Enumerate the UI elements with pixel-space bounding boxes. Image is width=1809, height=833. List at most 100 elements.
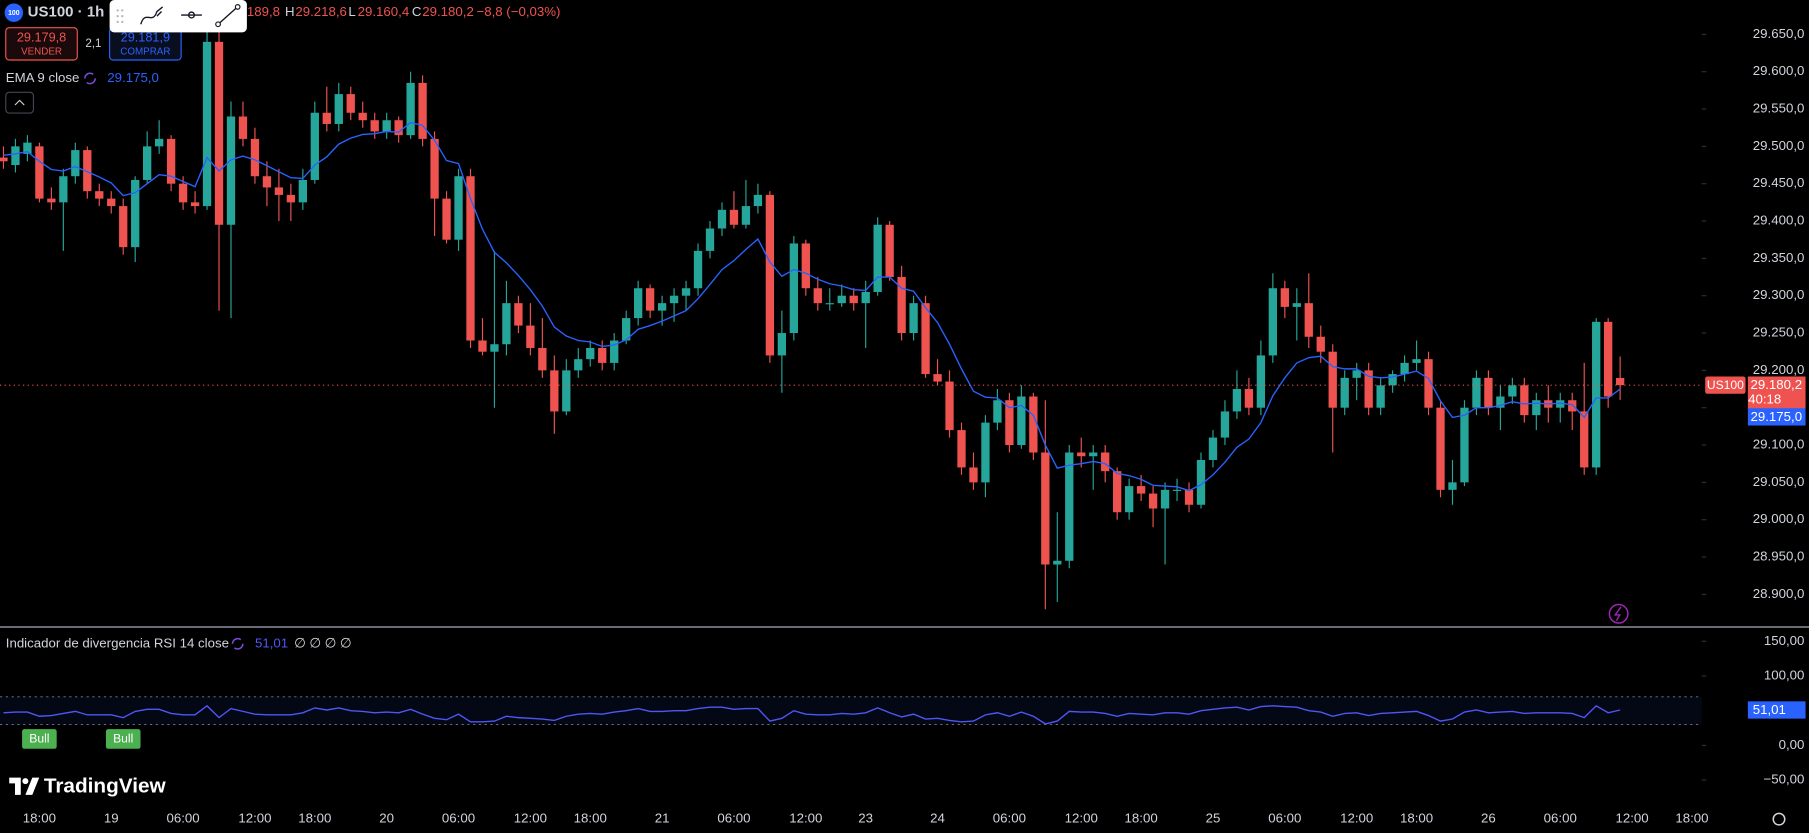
high-key: H — [285, 4, 295, 19]
tool-trend-line[interactable] — [216, 5, 240, 26]
candle-body — [166, 138, 176, 184]
candle-body — [1065, 452, 1074, 561]
candle-body — [202, 41, 212, 207]
sell-box[interactable] — [5, 27, 78, 61]
ema-legend-name[interactable]: EMA 9 close — [6, 70, 80, 85]
candle-body — [298, 179, 307, 203]
candle-body — [1280, 288, 1289, 307]
price-tag: 29.180,2 — [1750, 377, 1802, 392]
signal-label: Bull — [113, 732, 133, 746]
candle-body — [95, 191, 104, 199]
candle-body — [1304, 303, 1313, 337]
candle-body — [1568, 400, 1577, 412]
candle-body — [873, 224, 882, 292]
candle-body — [107, 198, 116, 207]
candle-body — [909, 303, 918, 334]
y-tick-label: 29.300,0 — [1753, 287, 1805, 302]
symbol-icon — [4, 3, 24, 22]
open-value: 189,8 — [247, 4, 280, 19]
rsi-tag-bg — [1747, 701, 1806, 719]
candle-body — [813, 288, 822, 304]
candle-body — [0, 157, 8, 162]
candle-body — [669, 295, 679, 304]
symbol-header[interactable]: US100 · 1h · — [28, 4, 114, 21]
x-tick-label: 18:00 — [298, 811, 331, 826]
candle-body — [610, 340, 619, 363]
tool-brush[interactable] — [140, 6, 164, 25]
candle-body — [154, 138, 164, 147]
candle-body — [1592, 321, 1601, 468]
candle-body — [1448, 482, 1457, 490]
candle-body — [981, 422, 990, 483]
sell-label[interactable]: VENDER — [21, 47, 62, 58]
buy-button[interactable]: 29.181,9 COMPRAR — [109, 27, 182, 61]
toolbar-grip[interactable] — [116, 9, 124, 24]
candle-body — [430, 138, 439, 199]
candle-body — [1316, 336, 1325, 352]
x-tick-label: 06:00 — [442, 811, 475, 826]
candle-body — [1148, 493, 1158, 509]
candle-body — [418, 82, 427, 139]
candle-body — [119, 206, 128, 248]
ema-icon — [84, 72, 96, 85]
candle-body — [274, 187, 284, 195]
x-tick-label: 12:00 — [1340, 811, 1373, 826]
candle-body — [358, 112, 367, 121]
x-tick-label: 18:00 — [1125, 811, 1158, 826]
candle-body — [322, 112, 331, 124]
candle-body — [1460, 407, 1469, 483]
candle-body — [1113, 471, 1122, 513]
candle-body — [1400, 362, 1409, 375]
collapse-button[interactable] — [5, 91, 35, 114]
alert-icon[interactable] — [1608, 603, 1629, 624]
x-tick-label: 12:00 — [789, 811, 822, 826]
x-tick-label: 21 — [655, 811, 670, 826]
buy-label[interactable]: COMPRAR — [120, 47, 170, 58]
rsi-legend-name[interactable]: Indicador de divergencia RSI 14 close — [6, 635, 229, 650]
signal-bg — [105, 729, 141, 749]
x-tick-label: 25 — [1206, 811, 1221, 826]
candle-body — [1232, 389, 1242, 412]
x-tick-label: 20 — [379, 811, 394, 826]
sell-price[interactable]: 29.179,8 — [17, 30, 66, 44]
tool-horizontal-line[interactable] — [181, 11, 202, 19]
x-tick-label: 06:00 — [717, 811, 750, 826]
y-tick-label: −50,00 — [1763, 772, 1804, 787]
candle-body — [1328, 351, 1337, 408]
logo: TradingView — [9, 774, 167, 797]
x-tick-label: 12:00 — [514, 811, 547, 826]
y-tick-label: 29.650,0 — [1753, 26, 1805, 41]
candle-body — [190, 202, 200, 207]
candle-body — [957, 430, 966, 468]
candle-body — [214, 41, 224, 225]
candle-body — [1364, 370, 1373, 408]
candle-body — [35, 146, 44, 199]
low-value: 29.160,4 — [358, 4, 410, 19]
candle-body — [634, 288, 643, 319]
candle-body — [1244, 389, 1254, 408]
buy-price[interactable]: 29.181,9 — [121, 30, 170, 44]
candle-body — [382, 120, 391, 132]
candle-body — [562, 370, 571, 412]
candle-body — [143, 146, 152, 180]
candle-body — [1412, 359, 1421, 363]
candle-body — [514, 303, 523, 326]
y-tick-label: 29.050,0 — [1753, 474, 1805, 489]
candle-body — [1604, 321, 1613, 397]
settings-icon[interactable] — [1772, 812, 1786, 826]
change-value: −8,8 (−0,03%) — [476, 4, 560, 19]
candle-body — [47, 198, 56, 203]
candle-body — [131, 179, 140, 248]
ema-legend-value: 29.175,0 — [107, 70, 159, 85]
candle-body — [825, 303, 834, 305]
close-value: 29.180,2 — [422, 4, 474, 19]
rsi-icon — [231, 637, 244, 650]
sell-button[interactable]: 29.179,8 VENDER — [5, 27, 78, 61]
low-key: L — [348, 4, 355, 19]
rsi-legend-value: 51,01 — [255, 635, 288, 650]
x-tick-label: 26 — [1481, 811, 1496, 826]
candle-body — [1089, 452, 1098, 457]
ema-tag: 29.175,0 — [1750, 409, 1802, 424]
candle-body — [753, 194, 763, 207]
